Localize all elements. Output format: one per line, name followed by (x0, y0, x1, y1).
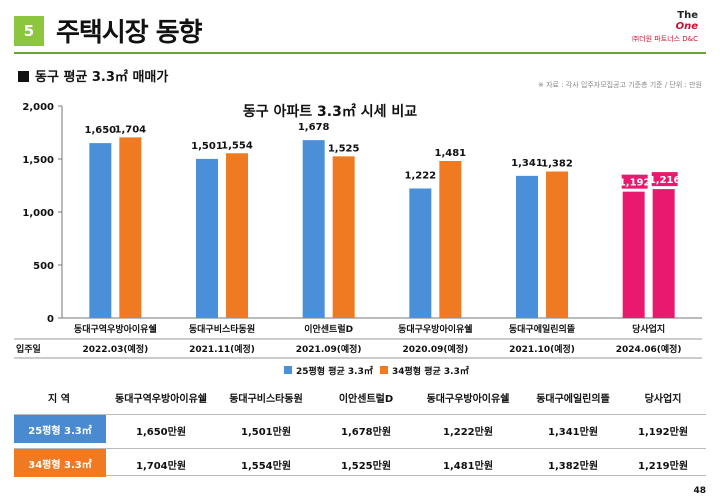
bar (332, 156, 355, 318)
bar (546, 171, 568, 318)
table-cell: 1,382만원 (547, 461, 599, 472)
data-label: 1,650 (85, 125, 117, 136)
table-cell: 1,222만원 (442, 427, 494, 438)
bar (302, 140, 325, 318)
bar (89, 143, 112, 318)
company-logo: The One ㈜더원 파트너스 D&C (618, 10, 698, 50)
y-tick-label: 500 (33, 261, 54, 272)
bullet-square-icon (18, 71, 29, 82)
bar-chart: 동구 아파트 3.3㎡ 시세 비교 0 500 1,000 1,500 2,000 1,65… (14, 102, 702, 377)
legend-swatch (284, 366, 292, 374)
table-col-header: 동대구역우방아이유쉘 (115, 394, 207, 405)
table-cell: 1,525만원 (340, 461, 392, 472)
chart-title: 동구 아파트 3.3㎡ 시세 비교 (243, 103, 417, 120)
data-label: 1,382 (541, 159, 573, 170)
table-col-header: 동대구비스타동원 (229, 394, 303, 405)
data-label: 1,525 (328, 143, 360, 154)
y-tick-label: 1,000 (22, 208, 54, 219)
data-label: 1,192 (619, 178, 651, 189)
table-col-header: 당사업지 (644, 394, 682, 405)
logo-line1: The (677, 10, 698, 21)
logo-line3: ㈜더원 파트너스 D&C (632, 35, 698, 43)
table-cell: 1,501만원 (240, 427, 292, 438)
data-label-box (621, 174, 648, 189)
table-col-header: 동대구에일린의뜰 (536, 394, 610, 405)
row-label: 34평형 3.3㎡ (14, 449, 106, 477)
table-cell: 1,341만원 (547, 427, 599, 438)
data-label: 1,501 (191, 141, 223, 152)
bar (226, 153, 248, 318)
move-in-date: 2021.11(예정) (189, 343, 255, 355)
bar (196, 158, 218, 318)
table-row: 34평형 3.3㎡ 1,704만원 1,554만원 1,525만원 1,481만… (14, 448, 706, 477)
table-col-header: 동대구우방아이유쉘 (426, 394, 510, 405)
move-in-date: 2020.09(예정) (402, 343, 468, 355)
table-cell: 1,192만원 (637, 427, 689, 438)
table-header: 지 역 동대구역우방아이유쉘 동대구비스타동원 이안센트럴D 동대구우방아이유쉘… (0, 384, 720, 408)
table-cell: 1,678만원 (340, 427, 392, 438)
data-label: 1,678 (298, 122, 330, 133)
y-tick-label: 2,000 (22, 102, 54, 113)
data-label: 1,704 (115, 124, 147, 135)
row-label: 25평형 3.3㎡ (14, 415, 106, 443)
legend-swatch (380, 366, 388, 374)
table-row: 25평형 3.3㎡ 1,650만원 1,501만원 1,678만원 1,222만… (14, 414, 706, 443)
table-cell: 1,704만원 (135, 461, 187, 472)
section-subtitle: 동구 평균 3.3㎡ 매매가 (18, 66, 168, 85)
y-tick-label: 1,500 (22, 155, 54, 166)
table-cell: 1,481만원 (442, 461, 494, 472)
legend-label: 34평형 평균 3.3㎡ (392, 365, 469, 377)
legend-label: 25평형 평균 3.3㎡ (296, 365, 373, 377)
bar (516, 175, 538, 318)
bar (119, 137, 142, 318)
table-header-label: 지 역 (48, 394, 70, 405)
data-label: 1,222 (405, 170, 437, 181)
table-col-header: 이안센트럴D (338, 394, 394, 405)
x-tick-label: 동대구우방아이유쉘 (398, 323, 473, 335)
x-tick-label: 동대구에일린의뜰 (509, 323, 575, 335)
data-label: 1,481 (435, 148, 467, 159)
header-divider (14, 52, 706, 54)
x-tick-label: 동대구비스타동원 (189, 323, 255, 335)
table-cell: 1,554만원 (240, 461, 292, 472)
x-tick-label: 동대구역우방아이유쉘 (74, 323, 157, 335)
data-label: 1,554 (221, 140, 253, 151)
move-in-date: 2024.06(예정) (616, 343, 682, 355)
subtitle-text: 동구 평균 3.3㎡ 매매가 (35, 70, 169, 85)
data-label: 1,216 (649, 175, 681, 186)
page-number: 48 (693, 486, 706, 496)
bar (622, 191, 645, 318)
move-in-label: 입주일 (16, 343, 41, 355)
move-in-date: 2021.10(예정) (509, 343, 575, 355)
section-number-badge: 5 (14, 16, 44, 46)
y-tick-label: 0 (47, 314, 54, 325)
x-tick-label: 당사업지 (632, 323, 665, 335)
data-label-box (651, 172, 678, 187)
source-note: ※ 자료 : 각사 입주자모집공고 기준층 기준 / 단위 : 만원 (538, 81, 702, 89)
table-cell: 1,219만원 (637, 461, 689, 472)
page-title: 주택시장 동향 (56, 18, 203, 48)
x-tick-label: 이안센트럴D (304, 323, 353, 335)
slide-header: 5 주택시장 동향 The One ㈜더원 파트너스 D&C (0, 0, 720, 52)
move-in-date: 2022.03(예정) (82, 343, 148, 355)
move-in-date: 2021.09(예정) (296, 343, 362, 355)
table-cell: 1,650만원 (135, 427, 187, 438)
bar (409, 188, 432, 318)
logo-line2: One (675, 21, 698, 32)
bar (652, 189, 675, 318)
data-label: 1,341 (511, 158, 543, 169)
bar (439, 161, 462, 318)
